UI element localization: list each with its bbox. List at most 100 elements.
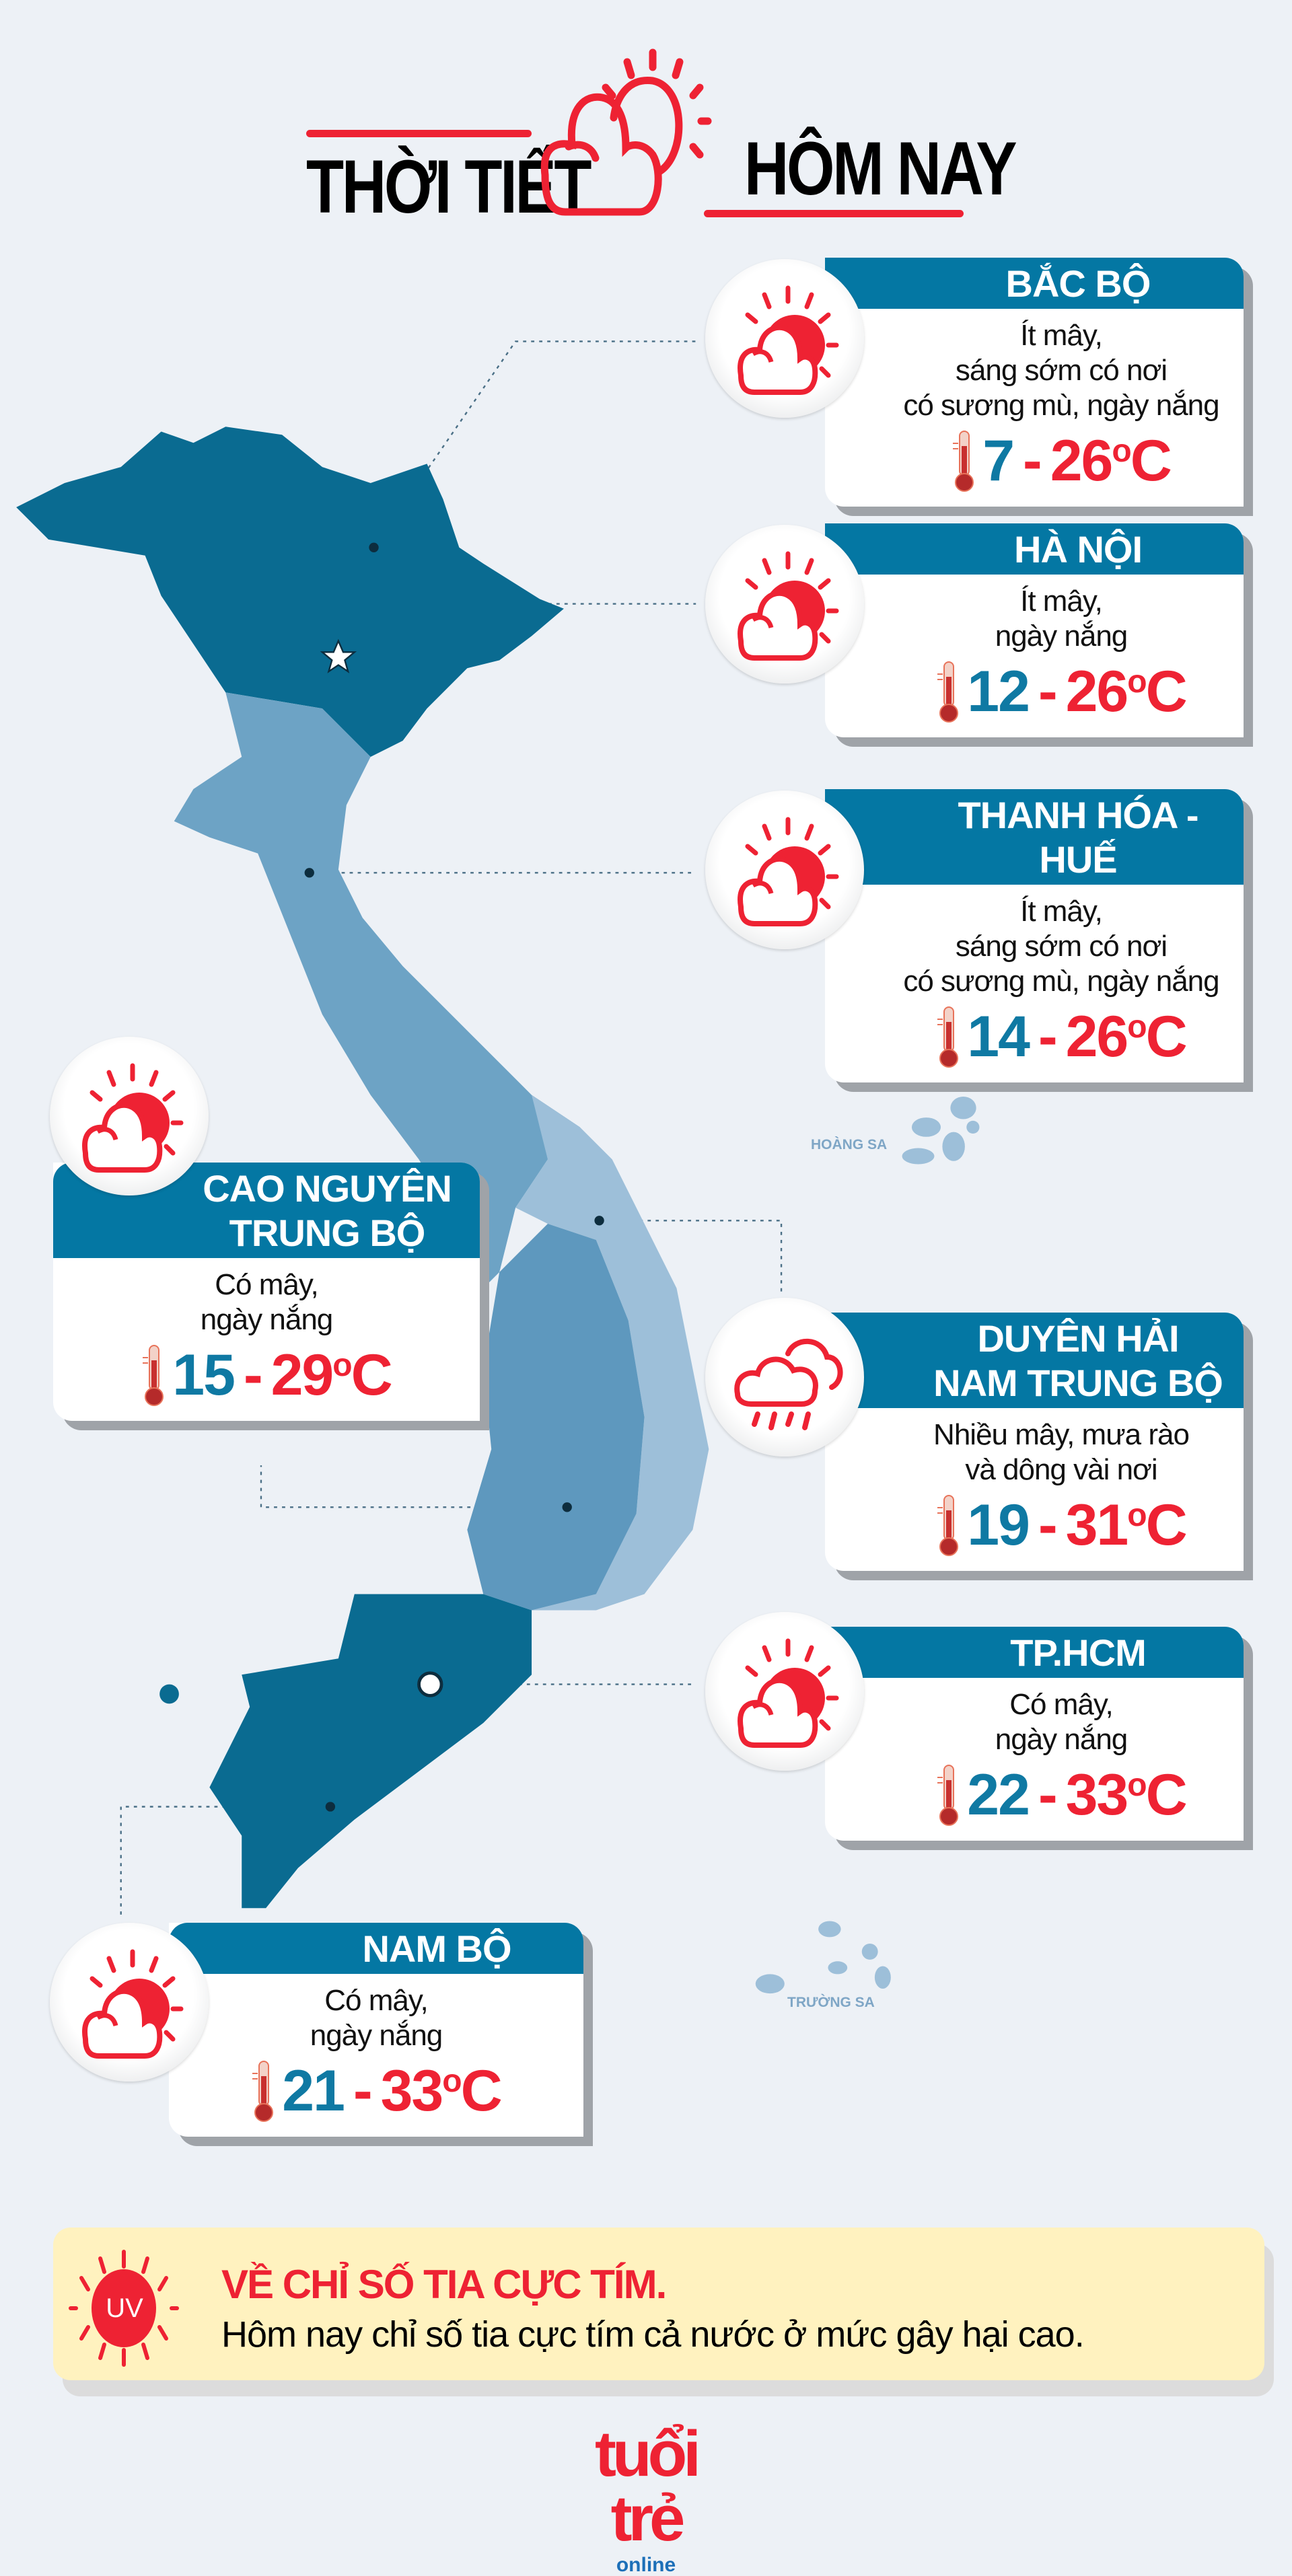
temp-low: 14 [967,1004,1030,1069]
hoang-sa-islands [902,1096,980,1165]
temp-separator: - [1038,1004,1058,1069]
hcm-marker-icon [417,1671,443,1697]
card-description: Có mây, ngày nắng [310,1984,443,2052]
card-title: NAM BỘ [169,1923,583,1974]
logo-main: tuổi trẻ [595,2418,701,2554]
uv-title: VỀ CHỈ SỐ TIA CỰC TÍM. [221,2262,667,2307]
degree-symbol: o [1112,433,1131,469]
sun-cloud-icon [705,259,864,418]
uv-badge: UV [106,2293,143,2323]
uv-sun-icon [69,2250,179,2367]
temperature-range: 19-31 oC [825,1493,1244,1557]
temperature-range: 15-29 oC [53,1343,480,1407]
degree-symbol: o [1127,1767,1147,1803]
forecast-card-tphcm: TP.HCM Có mây, ngày nắng 22-33 oC [825,1627,1244,1841]
label-truong-sa: TRƯỜNG SA [787,1995,875,2010]
temp-unit: oC [1112,429,1172,493]
region-north [16,427,564,757]
card-title: THANH HÓA - HUẾ [825,789,1244,885]
card-title: HÀ NỘI [825,523,1244,575]
title-rule-right [704,210,964,217]
degree-symbol: o [442,2063,462,2099]
region-north-central [174,692,580,1288]
temp-separator: - [353,2059,373,2123]
temp-low: 19 [967,1493,1030,1557]
region-south [209,1594,532,1909]
sun-cloud-outline-icon [540,48,712,216]
region-highlands [467,1224,645,1611]
thermometer-icon [143,1345,164,1406]
card-description: Ít mây, ngày nắng [995,585,1128,653]
temperature-range: 14-26 oC [825,1004,1244,1069]
card-title: BẮC BỘ [825,258,1244,309]
sun-cloud-icon [705,525,864,684]
uv-notice: UV VỀ CHỈ SỐ TIA CỰC TÍM. Hôm nay chỉ số… [53,2228,1264,2380]
card-title: DUYÊN HẢI NAM TRUNG BỘ [825,1313,1244,1408]
title-right: HÔM NAY [744,126,1017,211]
degree-symbol: o [1127,1498,1147,1533]
title-rule-left [306,130,532,137]
temperature-range: 21-33 oC [169,2059,583,2123]
temperature-range: 12-26 oC [825,659,1244,724]
card-description: Ít mây, sáng sớm có nơi có sương mù, ngày … [903,895,1219,998]
temp-unit: oC [1127,659,1187,724]
temp-separator: - [1038,659,1058,724]
sun-cloud-icon [705,1612,864,1771]
forecast-card-duyen-hai: DUYÊN HẢI NAM TRUNG BỘ Nhiều mây, mưa rào v… [825,1313,1244,1571]
degree-symbol: o [332,1348,352,1383]
forecast-card-thanh-hoa-hue: THANH HÓA - HUẾ Ít mây, sáng sớm có nơi có … [825,789,1244,1082]
forecast-card-ha-noi: HÀ NỘI Ít mây, ngày nắng 12-26 oC [825,523,1244,737]
sun-cloud-icon [50,1037,209,1195]
card-description: Có mây, ngày nắng [200,1268,334,1336]
temp-high: 26 [1050,429,1114,493]
temperature-range: 22-33 oC [825,1763,1244,1827]
temp-low: 15 [172,1343,236,1407]
temp-separator: - [1038,1763,1058,1827]
forecast-card-nam-bo: NAM BỘ Có mây, ngày nắng 21-33 oC [169,1923,583,2137]
thermometer-icon [937,1495,959,1556]
temp-low: 21 [282,2059,345,2123]
temp-unit: oC [442,2059,502,2123]
tuoi-tre-logo: tuổi trẻ online [565,2422,727,2575]
rain-cloud-icon [705,1298,864,1457]
temp-unit: oC [1127,1004,1187,1069]
temp-high: 31 [1065,1493,1129,1557]
card-title: TP.HCM [825,1627,1244,1678]
temp-unit: oC [332,1343,392,1407]
uv-text: Hôm nay chỉ số tia cực tím cả nước ở mức… [221,2314,1085,2355]
capital-star-icon [320,638,357,673]
degree-symbol: o [1127,1009,1147,1045]
region-south-central-coast [515,1095,709,1611]
temp-high: 26 [1065,659,1129,724]
thermometer-icon [937,661,959,723]
temp-separator: - [243,1343,263,1407]
temp-high: 33 [1065,1763,1129,1827]
label-hoang-sa: HOÀNG SA [811,1137,888,1152]
temp-high: 26 [1065,1004,1129,1069]
temp-low: 12 [967,659,1030,724]
truong-sa-islands [755,1921,891,1994]
thermometer-icon [252,2061,274,2122]
sun-cloud-icon [705,790,864,949]
card-description: Có mây, ngày nắng [995,1688,1128,1756]
thermometer-icon [937,1765,959,1826]
temp-unit: oC [1127,1493,1187,1557]
temp-low: 22 [967,1763,1030,1827]
forecast-card-bac-bo: BẮC BỘ Ít mây, sáng sớm có nơi có sương mù,… [825,258,1244,507]
temp-unit: oC [1127,1763,1187,1827]
temp-low: 7 [982,429,1015,493]
logo-sub: online [616,2554,676,2576]
sun-cloud-icon [50,1923,209,2082]
card-description: Nhiều mây, mưa rào và dông vài nơi [933,1418,1190,1486]
thermometer-icon [937,1006,959,1068]
card-description: Ít mây, sáng sớm có nơi có sương mù, ngày … [903,319,1219,422]
forecast-card-cao-nguyen: CAO NGUYÊN TRUNG BỘ Có mây, ngày nắng 15-29 o… [53,1163,480,1421]
thermometer-icon [953,431,974,492]
temp-separator: - [1023,429,1042,493]
temp-high: 33 [380,2059,444,2123]
degree-symbol: o [1127,664,1147,700]
temp-high: 29 [271,1343,334,1407]
temp-separator: - [1038,1493,1058,1557]
temperature-range: 7-26 oC [825,429,1244,493]
